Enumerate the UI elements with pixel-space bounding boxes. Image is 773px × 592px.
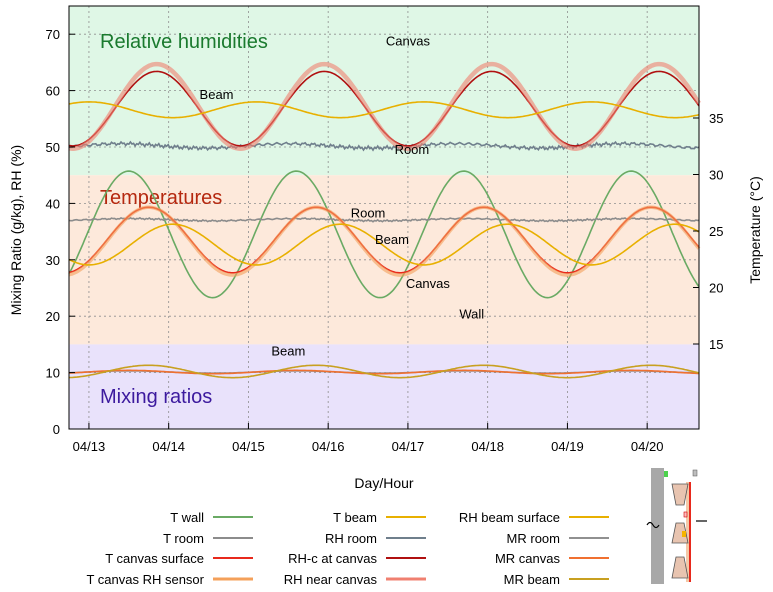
legend-label-t-room: T room bbox=[163, 531, 204, 546]
legend-label-mr-room: MR room bbox=[507, 531, 560, 546]
band-mixing-ratios bbox=[69, 344, 699, 429]
schematic-sensor-green bbox=[664, 471, 668, 477]
annotation-beam-1: Beam bbox=[200, 87, 234, 102]
right-tick-label-25: 25 bbox=[709, 224, 723, 239]
schematic-sensor-grey bbox=[692, 469, 698, 477]
annotation-beam-4: Beam bbox=[375, 232, 409, 247]
left-y-axis-ticks: 0 10 20 30 40 50 60 70 bbox=[46, 27, 75, 437]
left-tick-label-60: 60 bbox=[46, 84, 60, 99]
band-label-temperatures: Temperatures bbox=[100, 187, 222, 209]
schematic-beam-mid bbox=[671, 522, 689, 544]
schematic-wall bbox=[651, 468, 664, 584]
annotation-room-2: Room bbox=[395, 142, 430, 157]
series-line-t-beam bbox=[68, 223, 700, 266]
data-series bbox=[68, 61, 701, 379]
series-line-t-canvas-rh-sensor bbox=[68, 205, 701, 277]
series-line-rh-near-canvas bbox=[68, 61, 701, 151]
left-tick-label-30: 30 bbox=[46, 253, 60, 268]
annotation-wall-6: Wall bbox=[459, 306, 484, 321]
plot-frame bbox=[68, 5, 700, 430]
annotation-canvas-0: Canvas bbox=[386, 33, 431, 48]
x-tick-label-04-17: 04/17 bbox=[392, 439, 425, 454]
schematic-beam-bottom bbox=[671, 556, 689, 579]
legend: T wall T beam RH beam surface T room RH room… bbox=[86, 510, 609, 587]
series-line-t-wall bbox=[68, 170, 700, 299]
x-tick-label-04-13: 04/13 bbox=[73, 439, 106, 454]
legend-label-t-wall: T wall bbox=[170, 510, 204, 525]
legend-label-t-beam: T beam bbox=[333, 510, 377, 525]
legend-label-mr-beam: MR beam bbox=[504, 572, 560, 587]
left-axis-title: Mixing Ratio (g/kg), RH (%) bbox=[8, 145, 24, 315]
x-tick-label-04-19: 04/19 bbox=[551, 439, 584, 454]
x-tick-label-04-14: 04/14 bbox=[152, 439, 185, 454]
right-tick-label-35: 35 bbox=[709, 111, 723, 126]
band-labels: Relative humidities Temperatures Mixing ra… bbox=[100, 31, 268, 408]
annotation-beam-7: Beam bbox=[271, 344, 305, 359]
legend-label-mr-canvas: MR canvas bbox=[495, 551, 561, 566]
schematic-beam-top bbox=[671, 483, 689, 506]
schematic-sensor-orange bbox=[682, 531, 686, 537]
band-label-mixing-ratios: Mixing ratios bbox=[100, 386, 212, 408]
series-line-rh-beam-surface bbox=[68, 101, 700, 119]
schematic-wave-icon bbox=[646, 521, 660, 529]
legend-label-t-canvas-rh-sensor: T canvas RH sensor bbox=[86, 572, 204, 587]
x-axis-title: Day/Hour bbox=[354, 475, 413, 491]
x-tick-label-04-15: 04/15 bbox=[232, 439, 265, 454]
inline-annotations: Canvas Beam Room Room Beam Canvas Wall Beam bbox=[200, 33, 485, 358]
right-tick-label-15: 15 bbox=[709, 337, 723, 352]
schematic-sensor-red bbox=[683, 511, 688, 518]
left-tick-label-20: 20 bbox=[46, 309, 60, 324]
right-y-axis-ticks: 15 20 25 30 35 bbox=[693, 111, 723, 352]
left-tick-label-0: 0 bbox=[53, 422, 60, 437]
left-tick-label-50: 50 bbox=[46, 140, 60, 155]
legend-label-rh-room: RH room bbox=[325, 531, 377, 546]
annotation-room-3: Room bbox=[351, 206, 386, 221]
series-line-mr-beam bbox=[68, 364, 700, 379]
legend-label-rh-c-at-canvas: RH-c at canvas bbox=[288, 551, 377, 566]
band-label-relative-humidities: Relative humidities bbox=[100, 31, 268, 53]
x-tick-label-04-20: 04/20 bbox=[631, 439, 664, 454]
left-tick-label-40: 40 bbox=[46, 196, 60, 211]
left-tick-label-70: 70 bbox=[46, 27, 60, 42]
x-tick-label-04-16: 04/16 bbox=[312, 439, 345, 454]
schematic-canvas-back bbox=[686, 482, 690, 582]
right-axis-title: Temperature (°C) bbox=[747, 176, 763, 284]
left-tick-label-10: 10 bbox=[46, 366, 60, 381]
series-line-mr-canvas bbox=[68, 369, 699, 375]
legend-label-rh-beam-surface: RH beam surface bbox=[459, 510, 560, 525]
annotation-canvas-5: Canvas bbox=[406, 276, 451, 291]
right-tick-label-30: 30 bbox=[709, 168, 723, 183]
legend-label-t-canvas-surface: T canvas surface bbox=[105, 551, 204, 566]
series-line-rh-room bbox=[68, 140, 700, 152]
setup-schematic bbox=[646, 468, 707, 584]
legend-label-rh-near-canvas: RH near canvas bbox=[284, 572, 378, 587]
right-tick-label-20: 20 bbox=[709, 281, 723, 296]
x-axis-ticks: 04/13 04/14 04/15 04/16 04/17 04/18 04/19 04/20 bbox=[73, 423, 664, 454]
x-tick-label-04-18: 04/18 bbox=[471, 439, 504, 454]
